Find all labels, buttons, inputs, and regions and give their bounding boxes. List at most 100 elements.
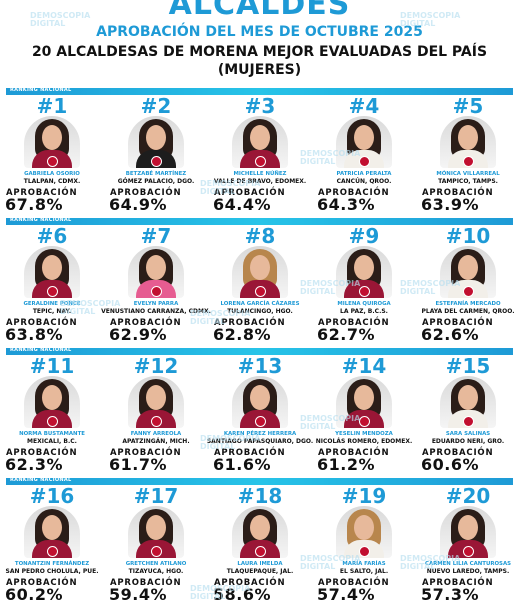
ranking-section: RANKING NACIONAL #16 TONANTZIN FERNÁNDEZ SA… bbox=[0, 477, 519, 608]
approval-value: 60.6% bbox=[421, 455, 480, 474]
mayor-name: MÓNICA VILLARREAL bbox=[436, 171, 500, 177]
approval-label: APROBACIÓN bbox=[318, 578, 390, 588]
approval-label: APROBACIÓN bbox=[318, 448, 390, 458]
page-title: ALCALDES bbox=[168, 0, 351, 22]
watermark-logo: DEMOSCOPIA DIGITAL bbox=[60, 299, 121, 316]
mayor-photo bbox=[232, 376, 288, 428]
mayor-name: CARMEN LILIA CANTUROSAS bbox=[424, 561, 511, 567]
rank-number: #1 bbox=[36, 94, 68, 118]
approval-label: APROBACIÓN bbox=[6, 578, 78, 588]
mayor-location: LA PAZ, B.C.S. bbox=[340, 308, 388, 315]
ranking-card: #11 NORMA BUSTAMANTE MEXICALI, B.C. APROBAC… bbox=[0, 354, 104, 478]
ranking-section: RANKING NACIONAL #6 GERALDINE PONCE TEPIC, … bbox=[0, 217, 519, 348]
mayor-photo bbox=[128, 506, 184, 558]
ranking-card: #18 LAURA IMELDA TLAQUEPAQUE, JAL. APROBACI… bbox=[208, 484, 312, 608]
mayor-name: KAREN PÉREZ HERRERA bbox=[223, 431, 297, 437]
approval-value: 64.4% bbox=[213, 195, 272, 214]
approval-value: 63.8% bbox=[5, 325, 64, 344]
rank-number: #19 bbox=[341, 484, 387, 508]
party-logo-icon bbox=[47, 416, 58, 427]
rank-number: #8 bbox=[244, 224, 276, 248]
ranking-card: #4 PATRICIA PERALTA CANCÚN, QROO. APROBACIÓ… bbox=[312, 94, 416, 218]
approval-label: APROBACIÓN bbox=[318, 188, 390, 198]
ranking-card: #2 BETZABÉ MARTÍNEZ GÓMEZ PALACIO, DGO. APR… bbox=[104, 94, 208, 218]
approval-value: 62.7% bbox=[317, 325, 376, 344]
mayor-name: ESTEFANÍA MERCADO bbox=[435, 301, 501, 307]
mayor-photo bbox=[440, 116, 496, 168]
approval-value: 63.9% bbox=[421, 195, 480, 214]
mayor-location: GÓMEZ PALACIO, DGO. bbox=[117, 178, 195, 185]
mayor-name: GABRIELA OSORIO bbox=[24, 171, 80, 177]
party-logo-icon bbox=[47, 286, 58, 297]
approval-label: APROBACIÓN bbox=[422, 448, 494, 458]
mayor-photo bbox=[232, 506, 288, 558]
mayor-name: GERALDINE PONCE bbox=[23, 301, 81, 307]
approval-value: 57.4% bbox=[317, 585, 376, 604]
party-logo-icon bbox=[255, 156, 266, 167]
watermark-logo: DEMOSCOPIA DIGITAL bbox=[300, 554, 361, 571]
mayor-location: PLAYA DEL CARMEN, QROO. bbox=[421, 308, 515, 315]
party-logo-icon bbox=[463, 546, 474, 557]
approval-value: 64.3% bbox=[317, 195, 376, 214]
mayor-photo bbox=[24, 376, 80, 428]
approval-label: APROBACIÓN bbox=[110, 448, 182, 458]
mayor-location: TLAQUEPAQUE, JAL. bbox=[226, 568, 294, 575]
approval-label: APROBACIÓN bbox=[318, 318, 390, 328]
mayor-photo bbox=[128, 116, 184, 168]
rank-number: #6 bbox=[36, 224, 68, 248]
mayor-photo bbox=[336, 246, 392, 298]
party-logo-icon bbox=[359, 156, 370, 167]
ranking-card: #16 TONANTZIN FERNÁNDEZ SAN PEDRO CHOLULA,… bbox=[0, 484, 104, 608]
mayor-location: EL SALTO, JAL. bbox=[339, 568, 389, 575]
party-logo-icon bbox=[255, 286, 266, 297]
rank-number: #10 bbox=[445, 224, 491, 248]
approval-value: 67.8% bbox=[5, 195, 64, 214]
party-logo-icon bbox=[359, 416, 370, 427]
rank-number: #11 bbox=[29, 354, 75, 378]
ranking-card: #20 CARMEN LILIA CANTUROSAS NUEVO LAREDO, … bbox=[416, 484, 519, 608]
mayor-name: EVELYN PARRA bbox=[133, 301, 179, 307]
rank-number: #17 bbox=[133, 484, 179, 508]
ranking-card: #17 GRETCHEN ATILANO TIZAYUCA, HGO. APROBAC… bbox=[104, 484, 208, 608]
mayor-location: SAN PEDRO CHOLULA, PUE. bbox=[5, 568, 99, 575]
rank-number: #13 bbox=[237, 354, 283, 378]
mayor-name: FANNY ARREOLA bbox=[130, 431, 182, 437]
party-logo-icon bbox=[151, 286, 162, 297]
approval-label: APROBACIÓN bbox=[214, 578, 286, 588]
party-logo-icon bbox=[463, 416, 474, 427]
mayor-name: NORMA BUSTAMANTE bbox=[19, 431, 85, 437]
mayor-location: TIZAYUCA, HGO. bbox=[128, 568, 184, 575]
mayor-photo bbox=[128, 246, 184, 298]
approval-label: APROBACIÓN bbox=[422, 188, 494, 198]
mayor-photo bbox=[24, 246, 80, 298]
mayor-photo bbox=[440, 246, 496, 298]
page-subtitle: APROBACIÓN DEL MES DE OCTUBRE 2025 bbox=[96, 24, 423, 40]
mayor-photo bbox=[24, 116, 80, 168]
mayor-name: LORENA GARCÍA CÁZARES bbox=[220, 301, 300, 307]
ranking-band-label: RANKING NACIONAL bbox=[10, 217, 72, 223]
watermark-logo: DEMOSCOPIA DIGITAL bbox=[400, 11, 461, 28]
approval-value: 64.9% bbox=[109, 195, 168, 214]
party-logo-icon bbox=[47, 156, 58, 167]
approval-value: 60.2% bbox=[5, 585, 64, 604]
mayor-photo bbox=[128, 376, 184, 428]
party-logo-icon bbox=[255, 546, 266, 557]
rank-number: #3 bbox=[244, 94, 276, 118]
approval-value: 57.3% bbox=[421, 585, 480, 604]
watermark-logo: DEMOSCOPIA DIGITAL bbox=[200, 179, 261, 196]
approval-value: 61.2% bbox=[317, 455, 376, 474]
mayor-name: MARÍA FARÍAS bbox=[342, 561, 386, 567]
watermark-logo: DEMOSCOPIA DIGITAL bbox=[200, 434, 261, 451]
ranking-card: #14 YESELIN MENDOZA NICOLÁS ROMERO, EDOMEX… bbox=[312, 354, 416, 478]
party-logo-icon bbox=[463, 156, 474, 167]
approval-label: APROBACIÓN bbox=[6, 318, 78, 328]
mayor-name: TONANTZIN FERNÁNDEZ bbox=[14, 561, 90, 567]
approval-label: APROBACIÓN bbox=[6, 188, 78, 198]
rank-number: #5 bbox=[452, 94, 484, 118]
mayor-location: CANCÚN, QROO. bbox=[336, 178, 392, 185]
rank-number: #4 bbox=[348, 94, 380, 118]
mayor-name: MICHELLE NÚÑEZ bbox=[233, 171, 287, 177]
approval-label: APROBACIÓN bbox=[110, 578, 182, 588]
ranking-band: RANKING NACIONAL bbox=[6, 217, 513, 225]
mayor-photo bbox=[336, 116, 392, 168]
